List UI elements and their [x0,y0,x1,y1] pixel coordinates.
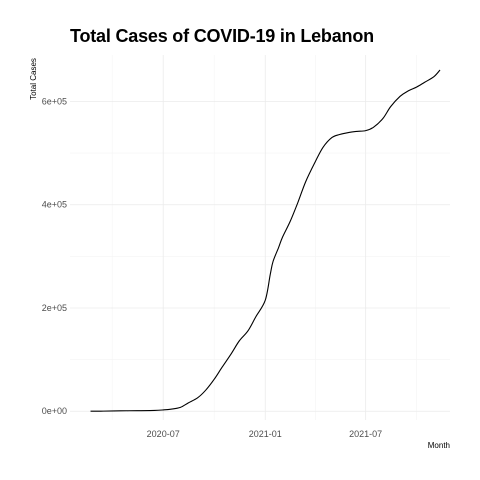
x-tick-label: 2020-07 [147,429,180,439]
minor-gridlines [70,55,450,420]
x-tick-label: 2021-07 [349,429,382,439]
series-layer [90,69,441,412]
y-tick-labels: 0e+00 2e+05 4e+05 6e+05 [42,96,67,416]
x-axis-label: Month [428,441,450,450]
series-line-0 [90,69,441,412]
y-axis-label: Total Cases [29,58,38,100]
y-tick-label: 2e+05 [42,303,67,313]
major-gridlines [70,55,450,420]
chart-title: Total Cases of COVID-19 in Lebanon [70,26,374,46]
y-tick-label: 6e+05 [42,96,67,106]
y-tick-label: 0e+00 [42,406,67,416]
x-tick-labels: 2020-07 2021-01 2021-07 [147,429,383,439]
x-tick-label: 2021-01 [249,429,282,439]
y-tick-label: 4e+05 [42,200,67,210]
